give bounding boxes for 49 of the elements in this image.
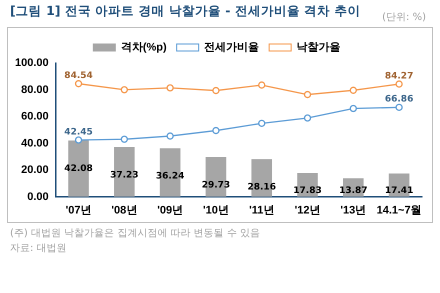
point [166,132,174,140]
data-label: 13.87 [339,186,368,196]
data-label: 17.83 [293,186,322,196]
text: (주) 대법원 낙찰가율은 집계시점에 따라 변동될 수 있음 [10,227,260,241]
data-label: 84.27 [384,71,414,82]
y-tick-label: 40.00 [21,137,49,150]
point [74,136,82,144]
y-tick-label: 20.00 [21,164,49,176]
data-label: 36.24 [156,172,184,182]
data-label: 66.86 [384,94,414,105]
data-label: 84.54 [64,71,93,82]
point [212,86,220,94]
point [74,80,82,88]
point [304,90,312,98]
y-tick-label: 100.00 [14,57,49,70]
point [350,86,357,94]
legend-label: 격차(%p) [120,42,167,54]
y-tick-label: 60.00 [21,110,49,123]
legend-label: 전세가비율 [204,42,260,54]
legend-label: 낙찰가율 [296,42,341,54]
point [350,104,357,112]
x-tick-label: 14.1~7월 [376,204,422,216]
data-label: 42.45 [64,127,93,138]
x-tick-label: '10년 [202,204,229,216]
point [212,126,220,134]
point [120,136,128,143]
text: (단위: %) [380,12,428,24]
data-label: 29.73 [202,180,230,190]
data-label: 42.08 [64,164,93,174]
data-label: 37.23 [110,170,139,180]
point [304,114,312,122]
data-label: 17.41 [384,186,414,196]
x-tick-label: '07년 [66,204,92,216]
point [395,104,403,111]
point [258,81,266,89]
x-tick-label: '11년 [249,204,274,216]
x-tick-label: '09년 [157,204,184,216]
chart-title: [그림 1] 전국 아파트 경매 낙찰가율 - 전세가비율 격차 추이 [10,3,360,20]
point [166,84,174,92]
x-tick-label: '08년 [111,204,138,216]
x-tick-label: '12년 [294,204,320,216]
point [258,120,266,127]
point [120,86,128,94]
point [395,80,403,88]
data-label: 28.16 [247,182,276,192]
y-tick-label: 80.00 [21,84,49,96]
x-tick-label: '13년 [340,204,366,216]
y-tick-label: 0.00 [27,190,49,203]
text: 자료: 대법원 [10,242,68,256]
